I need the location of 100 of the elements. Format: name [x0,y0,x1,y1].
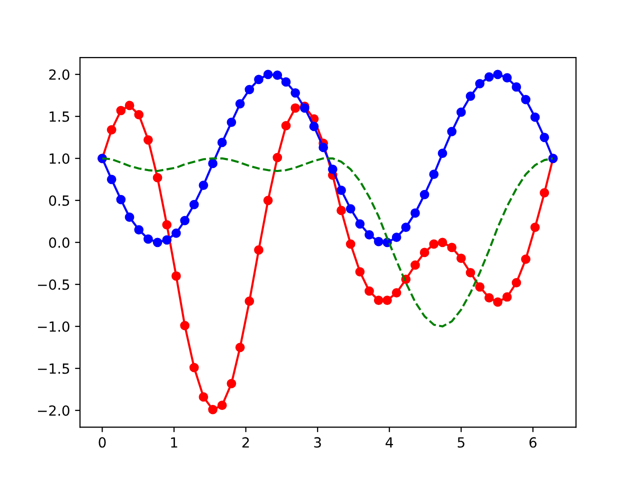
point [189,200,199,210]
point [124,212,134,222]
point [217,138,227,148]
point [466,268,476,278]
point [244,84,254,94]
point [124,100,134,110]
point [328,164,338,174]
point [189,362,199,372]
y-tick-label: −0.5 [38,279,70,290]
point [447,126,457,136]
point [521,94,530,104]
point [438,238,448,248]
point [429,239,439,249]
point [355,219,365,229]
point [540,188,550,198]
point [309,122,319,132]
point [152,238,162,248]
point [475,282,484,292]
point [420,248,430,258]
point [290,103,300,113]
point [254,245,264,255]
point [512,82,522,92]
point [502,292,512,302]
point [272,70,282,80]
point [420,190,430,200]
point [106,174,116,184]
point [410,260,420,270]
point [346,204,356,214]
point [290,88,300,98]
point [374,296,384,306]
y-tick-label: 2.0 [49,69,70,80]
point [272,152,282,162]
y-tick-label: 0.0 [49,237,70,248]
point [484,72,494,82]
x-tick-label: 1 [171,437,178,448]
point [521,254,530,264]
point [336,186,346,196]
point [180,216,190,226]
point [374,236,384,246]
point [438,148,448,158]
y-tick-label: 1.0 [50,153,70,164]
point [226,378,236,388]
point [198,180,208,190]
point [530,112,540,122]
point [144,135,153,145]
point [172,271,181,281]
point [475,78,484,88]
y-tick-label: −2.0 [38,405,70,416]
point [106,125,116,135]
point [281,120,291,130]
point [466,92,476,101]
point [355,267,365,276]
point [235,342,245,352]
point [180,320,190,330]
point [401,222,411,232]
point [502,73,512,82]
point [346,239,356,249]
point [382,296,392,306]
point [162,235,172,245]
point [162,220,172,230]
point [392,288,402,298]
point [263,196,273,206]
point [254,74,264,84]
point [456,108,466,117]
point [198,392,208,402]
point [540,132,550,142]
point [217,400,227,410]
y-tick-label: −1.5 [38,364,70,374]
point [484,293,494,303]
x-tick-label: 3 [314,437,321,448]
point [493,70,502,80]
x-tick-label: 5 [458,437,464,448]
point [456,254,466,264]
x-tick-label: 2 [242,437,249,448]
point [530,222,540,232]
point [208,404,218,414]
point [410,208,420,218]
y-tick-label: 0.5 [49,195,70,206]
point [392,232,402,242]
point [512,278,522,288]
point [429,170,439,180]
point [364,230,374,240]
point [208,158,218,168]
x-tick-label: 4 [386,437,394,448]
y-tick-label: 1.5 [50,112,70,122]
x-tick-label: 0 [98,437,106,448]
point [263,70,273,80]
point [116,194,126,204]
point [281,77,291,87]
point [172,228,181,238]
point [144,234,153,244]
x-tick-label: 6 [529,437,536,448]
point [447,242,457,252]
point [116,106,126,116]
point [152,173,162,182]
point [226,118,236,127]
point [336,206,346,216]
y-tick-label: −1.0 [38,321,70,332]
point [364,286,374,296]
point [134,110,144,120]
